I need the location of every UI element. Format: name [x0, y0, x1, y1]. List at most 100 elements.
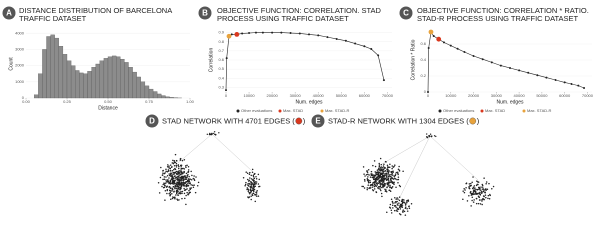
network-node [173, 168, 175, 171]
network-node [162, 170, 164, 172]
network-node [406, 200, 408, 202]
network-title-end: ) [303, 116, 306, 125]
network-node [255, 181, 258, 183]
network-node [483, 198, 485, 201]
network-node [184, 189, 186, 191]
panel-badge [311, 114, 325, 128]
network-node [191, 174, 193, 177]
network-node [463, 187, 465, 190]
network-node [167, 170, 170, 172]
network-node [175, 162, 178, 165]
network-node [381, 195, 383, 198]
network-node [184, 178, 187, 180]
data-point [225, 89, 227, 92]
network-node [172, 176, 174, 179]
network-node [370, 184, 372, 186]
network-node [183, 171, 185, 174]
histogram-bar [111, 55, 117, 99]
network-title: STAD NETWORK WITH 4701 EDGES ( [162, 116, 295, 125]
network-node [177, 171, 180, 173]
network-node [181, 175, 184, 178]
data-point [442, 41, 445, 44]
network-edge [399, 135, 431, 198]
network-node [392, 182, 395, 184]
network-node [373, 182, 376, 184]
network-node [186, 188, 188, 190]
x-tick-label: 10000 [243, 93, 255, 98]
network-node [398, 169, 401, 172]
network-node [469, 185, 472, 187]
data-point [449, 44, 452, 47]
panel-label: B [202, 9, 208, 18]
network-node [257, 183, 260, 185]
network-node [168, 186, 171, 188]
data-point [344, 39, 347, 42]
network-node [163, 172, 166, 175]
network-node [391, 181, 394, 183]
network-node [362, 166, 365, 168]
network-node [395, 209, 398, 212]
network-node [361, 185, 363, 188]
network-node [184, 197, 186, 200]
network-node [255, 191, 257, 194]
network-node [175, 187, 178, 189]
network-node [184, 185, 186, 187]
network-node [193, 175, 195, 177]
y-tick-label: 0.6 [218, 57, 224, 62]
network-node [188, 179, 190, 182]
network-node [388, 206, 391, 208]
network-node [399, 213, 402, 216]
network-node [385, 173, 387, 175]
network-node [376, 184, 379, 186]
network-node [382, 172, 384, 175]
network-node [171, 190, 173, 192]
network-node [187, 193, 189, 196]
network-node [172, 159, 174, 162]
network-node [190, 179, 193, 181]
network-node [173, 161, 175, 163]
network-node [171, 188, 174, 191]
data-point [463, 51, 466, 53]
network-node [380, 189, 382, 192]
data-point [226, 33, 232, 39]
legend-marker [522, 109, 526, 113]
data-point [583, 87, 586, 89]
network-node [374, 181, 377, 183]
network-node [465, 182, 468, 184]
network-node [481, 203, 483, 206]
network-node [476, 192, 479, 195]
network-node [185, 184, 188, 187]
network-node [244, 185, 246, 187]
network-node [169, 189, 171, 191]
network-node [373, 185, 376, 188]
network-node [188, 175, 190, 178]
network-node [175, 159, 178, 162]
network-node [389, 184, 391, 187]
network-node [189, 182, 191, 184]
network-node [389, 175, 392, 178]
x-tick-label: 10000 [445, 93, 457, 98]
histogram-bar [62, 54, 68, 99]
histogram-bar [144, 85, 150, 99]
network-node [183, 168, 186, 170]
network-node [176, 191, 178, 193]
network-node [178, 179, 180, 181]
network-node [170, 182, 173, 184]
network-node [370, 174, 373, 177]
data-point [432, 35, 435, 37]
network-node [255, 195, 258, 197]
x-tick-label: 0.25 [63, 99, 72, 104]
network-node [253, 190, 255, 193]
network-node [426, 133, 428, 135]
network-node [158, 192, 161, 194]
network-node [181, 179, 183, 182]
network-node [165, 176, 167, 178]
network-node [377, 171, 379, 174]
y-tick-label: 1000 [15, 79, 25, 84]
network-node [370, 173, 373, 175]
data-point [363, 45, 366, 48]
network-node [371, 174, 374, 177]
network-node [387, 175, 390, 178]
network-node [187, 178, 190, 180]
network-node [245, 171, 247, 173]
